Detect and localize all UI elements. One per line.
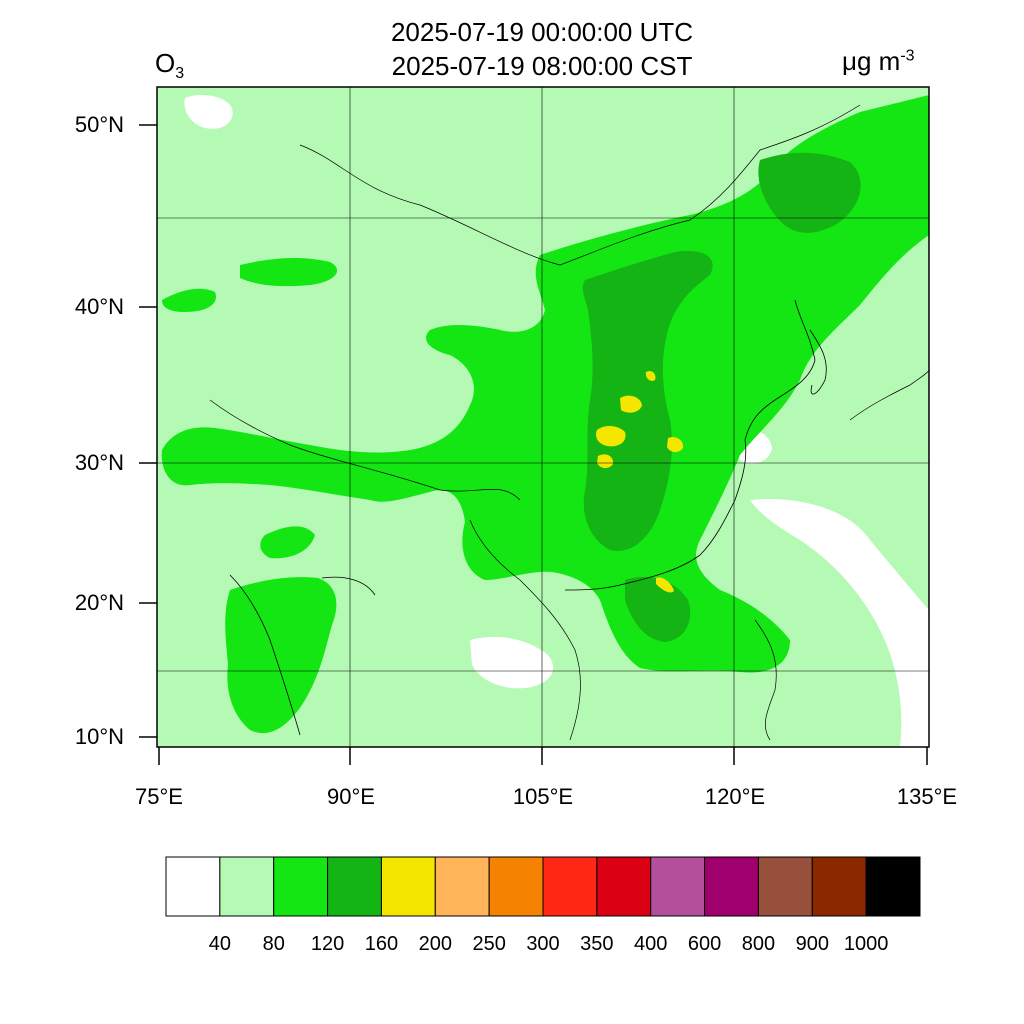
- coastline-japan: [849, 369, 929, 421]
- species-base: O: [155, 48, 176, 78]
- species-subscript: 3: [175, 65, 185, 83]
- colorbar-label-300: 300: [526, 933, 560, 955]
- band-below-40-north: [184, 95, 233, 129]
- colorbar-label-200: 200: [418, 933, 452, 955]
- title-utc: 2025-07-19 00:00:00 UTC: [390, 17, 694, 47]
- colorbar-box-12: [811, 856, 867, 917]
- colorbar-box-1: [219, 856, 275, 917]
- colorbar-label-900: 900: [795, 933, 829, 955]
- colorbar-label-250: 250: [472, 933, 506, 955]
- colorbar-box-9: [650, 856, 706, 917]
- colorbar-label-80: 80: [262, 933, 285, 955]
- colorbar-label-800: 800: [741, 933, 776, 955]
- colorbar-box-11: [757, 856, 813, 917]
- boundary-indochina: [469, 519, 581, 741]
- colorbar-label-120: 120: [310, 933, 345, 955]
- band-80-120-india: [225, 577, 337, 734]
- units-base: μg m: [842, 46, 901, 76]
- map-frame: [156, 86, 930, 748]
- band-160-200-b: [620, 395, 642, 413]
- band-80-120-arabian: [260, 526, 315, 559]
- lon-label-105: 105°E: [512, 784, 574, 809]
- band-below-40-indochina: [470, 636, 554, 689]
- colorbar-box-4: [380, 856, 436, 917]
- units-label: μg m-3: [842, 46, 915, 77]
- lon-label-120: 120°E: [704, 784, 766, 809]
- coastline-india: [229, 574, 376, 736]
- units-superscript: -3: [900, 47, 915, 65]
- coastline-korea: [809, 329, 827, 395]
- band-160-200-c: [597, 454, 614, 469]
- ozone-field: [157, 87, 929, 747]
- lat-label-20: 20°N: [74, 590, 124, 615]
- lat-label-10: 10°N: [74, 724, 124, 749]
- colorbar-box-8: [596, 856, 652, 917]
- band-120-160-northeast: [758, 152, 861, 233]
- lon-label-90: 90°E: [327, 784, 375, 809]
- band-160-200-f: [645, 371, 656, 381]
- band-160-200-e: [656, 577, 674, 593]
- species-label: O3: [155, 48, 184, 83]
- band-120-160-central: [582, 250, 713, 551]
- colorbar-label-160: 160: [364, 933, 399, 955]
- colorbar-label-350: 350: [580, 933, 614, 955]
- boundary-china-north: [299, 104, 861, 266]
- colorbar-box-6: [488, 856, 544, 917]
- band-80-120-west: [162, 288, 216, 312]
- lat-label-30: 30°N: [74, 450, 124, 475]
- colorbar: [165, 856, 921, 917]
- coastline-philippines: [754, 619, 777, 741]
- colorbar-label-600: 600: [687, 933, 722, 955]
- colorbar-box-3: [327, 856, 382, 917]
- colorbar-box-10: [704, 856, 759, 917]
- band-80-120-china: [161, 95, 929, 673]
- band-160-200-a: [596, 426, 626, 447]
- colorbar-box-5: [434, 856, 490, 917]
- colorbar-box-13: [865, 856, 921, 917]
- colorbar-label-1000: 1000: [843, 933, 889, 955]
- band-120-160-south: [625, 576, 691, 642]
- axis-ticks: [139, 124, 928, 765]
- colorbar-label-400: 400: [634, 933, 668, 955]
- title-local: 2025-07-19 08:00:00 CST: [391, 51, 693, 81]
- band-160-200-d: [667, 437, 684, 453]
- colorbar-box-0: [165, 856, 221, 917]
- colorbar-box-7: [542, 856, 598, 917]
- lat-label-50: 50°N: [74, 112, 124, 137]
- lon-label-75: 75°E: [135, 784, 183, 809]
- lon-label-135: 135°E: [896, 784, 958, 809]
- lat-label-40: 40°N: [74, 294, 124, 319]
- colorbar-box-2: [273, 856, 329, 917]
- band-below-40-ocean: [750, 499, 929, 747]
- coastline-east-asia: [564, 299, 816, 591]
- band-80-120-tibet: [240, 258, 338, 287]
- colorbar-label-40: 40: [208, 933, 231, 955]
- boundary-china-west: [209, 399, 521, 501]
